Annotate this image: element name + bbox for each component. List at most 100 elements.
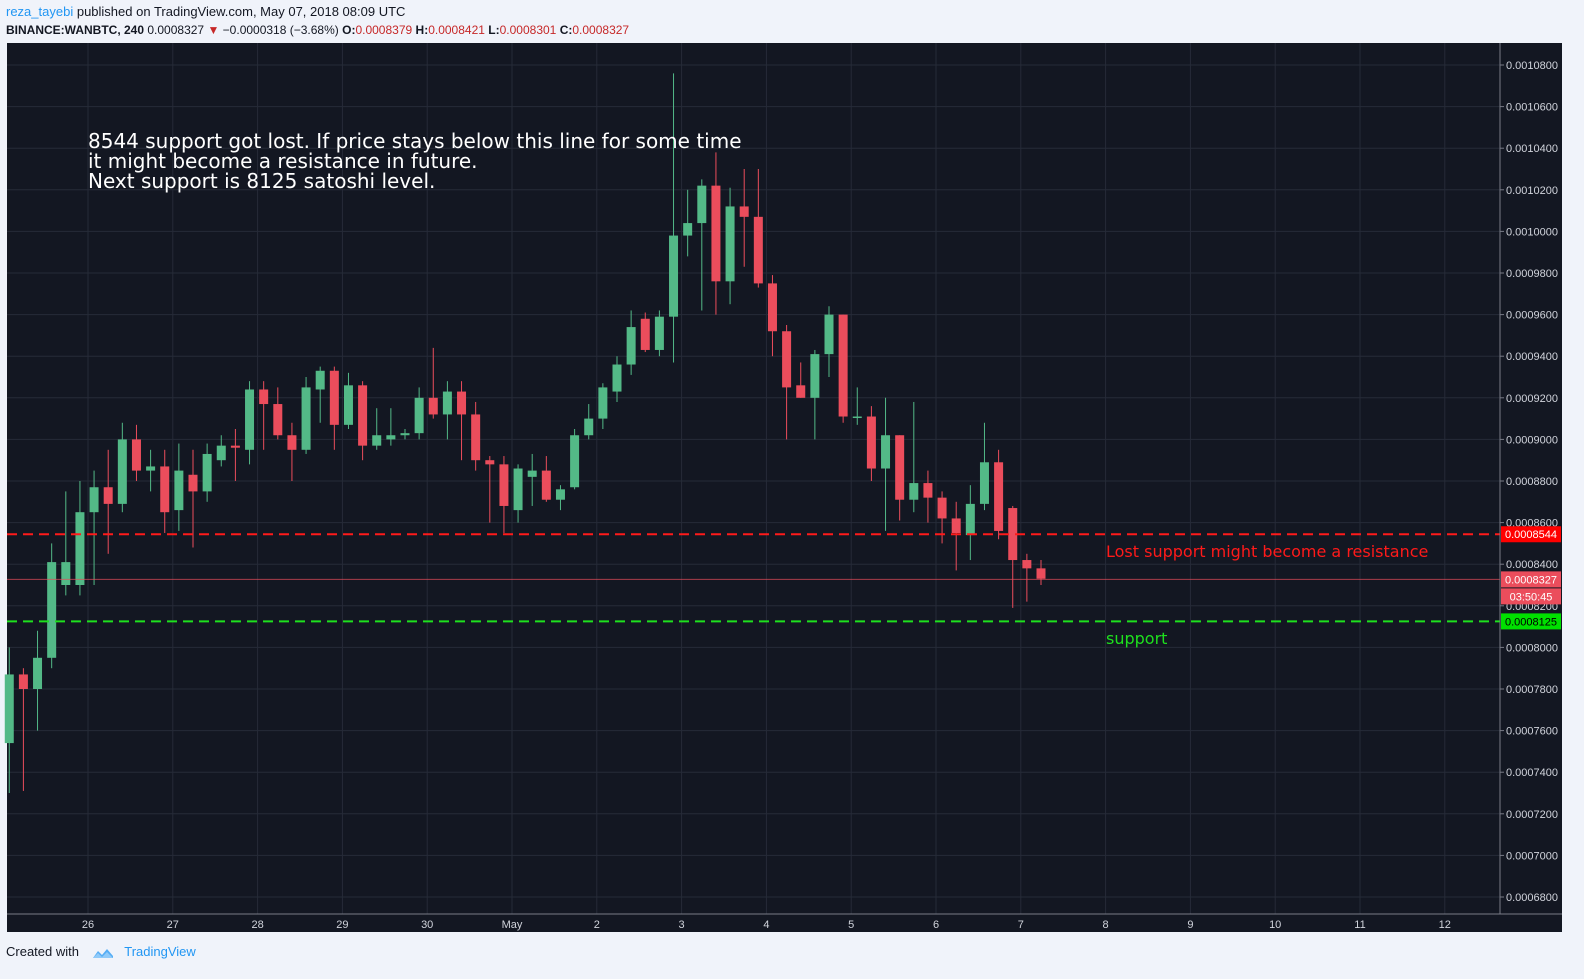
candle bbox=[358, 381, 368, 461]
candle-body bbox=[301, 387, 311, 450]
tradingview-logo-icon[interactable] bbox=[91, 946, 115, 960]
candle-body bbox=[527, 470, 537, 477]
candle-body bbox=[513, 468, 523, 511]
candle-body bbox=[824, 314, 834, 355]
candle bbox=[1008, 505, 1018, 608]
candle bbox=[245, 381, 255, 465]
candle bbox=[527, 453, 537, 506]
candle-body bbox=[683, 223, 693, 236]
candle-body bbox=[188, 474, 198, 492]
candle bbox=[400, 429, 410, 440]
candle-body bbox=[612, 364, 622, 392]
candle bbox=[570, 429, 580, 490]
down-arrow-icon: ▼ bbox=[207, 23, 220, 37]
candle-body bbox=[923, 483, 933, 498]
time-axis[interactable]: 26 27 28 29 30 May 2 3 4 5 6 7 8 9 10 11 12 bbox=[7, 913, 1562, 931]
candle bbox=[259, 381, 269, 450]
candle bbox=[315, 366, 325, 423]
x-tick-label: 4 bbox=[763, 919, 769, 931]
y-tick-label: 0.0009600 bbox=[1506, 310, 1558, 322]
candle bbox=[89, 470, 99, 585]
candle-body bbox=[810, 354, 820, 398]
high-label: H: bbox=[415, 23, 429, 37]
x-tick-label: 27 bbox=[167, 919, 179, 931]
y-tick-label: 0.0009400 bbox=[1506, 351, 1558, 363]
candle-body bbox=[1022, 560, 1032, 569]
candle bbox=[329, 366, 339, 450]
x-tick-label: May bbox=[502, 919, 523, 931]
candle bbox=[598, 383, 608, 429]
close-label: C: bbox=[559, 23, 573, 37]
candle bbox=[753, 169, 763, 288]
x-tick-label: 8 bbox=[1103, 919, 1109, 931]
candle-body bbox=[230, 445, 240, 448]
candle bbox=[994, 449, 1004, 540]
candle-body bbox=[598, 387, 608, 419]
support-price-tag-bg bbox=[1501, 613, 1561, 630]
candle bbox=[810, 349, 820, 440]
candle bbox=[739, 169, 749, 267]
candle-body bbox=[273, 404, 283, 436]
candle-body bbox=[767, 283, 777, 332]
candle bbox=[202, 443, 212, 502]
grid-lines bbox=[7, 43, 1500, 914]
candle bbox=[47, 543, 57, 669]
candle bbox=[683, 189, 693, 257]
candle bbox=[725, 187, 735, 305]
y-tick-label: 0.0006800 bbox=[1506, 892, 1558, 904]
publish-text: published on TradingView.com, May 07, 20… bbox=[76, 4, 406, 19]
x-tick-label: 28 bbox=[251, 919, 263, 931]
x-tick-label: 7 bbox=[1018, 919, 1024, 931]
candle bbox=[824, 306, 834, 377]
candle bbox=[951, 501, 961, 571]
candle bbox=[33, 630, 43, 731]
y-tick-label: 0.0008400 bbox=[1506, 559, 1558, 571]
y-tick-label: 0.0010000 bbox=[1506, 226, 1558, 238]
candle bbox=[541, 456, 551, 502]
author-link[interactable]: reza_tayebi bbox=[6, 4, 74, 19]
price-change: −0.0000318 (−3.68%) bbox=[222, 23, 339, 37]
candle-body bbox=[457, 391, 467, 415]
support-price-tag: 0.0008125 bbox=[1505, 616, 1557, 628]
candle bbox=[457, 381, 467, 461]
candle-body bbox=[881, 435, 891, 469]
candle-body bbox=[358, 385, 368, 446]
candle bbox=[513, 464, 523, 523]
candle-body bbox=[640, 318, 650, 350]
close-value: 0.0008327 bbox=[572, 23, 630, 37]
candle bbox=[343, 372, 353, 429]
candle-body bbox=[909, 483, 919, 500]
y-tick-label: 0.0008000 bbox=[1506, 642, 1558, 654]
candle-body bbox=[1036, 568, 1046, 579]
candle-body bbox=[329, 370, 339, 425]
candle-body bbox=[471, 414, 481, 461]
candle bbox=[697, 179, 707, 311]
x-tick-label: 3 bbox=[679, 919, 685, 931]
time-axis-background bbox=[7, 914, 1562, 932]
candle-body bbox=[386, 435, 396, 440]
candle bbox=[626, 310, 636, 375]
resistance-note: Lost support might become a resistance bbox=[1106, 542, 1428, 561]
candle-body bbox=[951, 518, 961, 533]
candle bbox=[923, 470, 933, 523]
x-tick-label: 12 bbox=[1439, 919, 1451, 931]
candle bbox=[273, 387, 283, 440]
candle bbox=[75, 481, 85, 596]
candle-body bbox=[541, 470, 551, 500]
candle-body bbox=[117, 439, 127, 504]
candle bbox=[796, 362, 806, 398]
current-price-tag: 0.0008327 bbox=[1505, 574, 1557, 586]
candle-body bbox=[174, 470, 184, 511]
tradingview-link[interactable]: TradingView bbox=[124, 944, 196, 959]
x-tick-label: 9 bbox=[1187, 919, 1193, 931]
candle bbox=[654, 310, 664, 357]
candle-body bbox=[838, 314, 848, 417]
candle-body bbox=[442, 391, 452, 415]
candle-body bbox=[965, 503, 975, 536]
candle-body bbox=[61, 562, 71, 585]
current-price-tag-bg bbox=[1501, 571, 1561, 588]
price-axis-background bbox=[1500, 43, 1562, 914]
candles bbox=[4, 73, 1046, 793]
candle-body bbox=[1008, 508, 1018, 561]
